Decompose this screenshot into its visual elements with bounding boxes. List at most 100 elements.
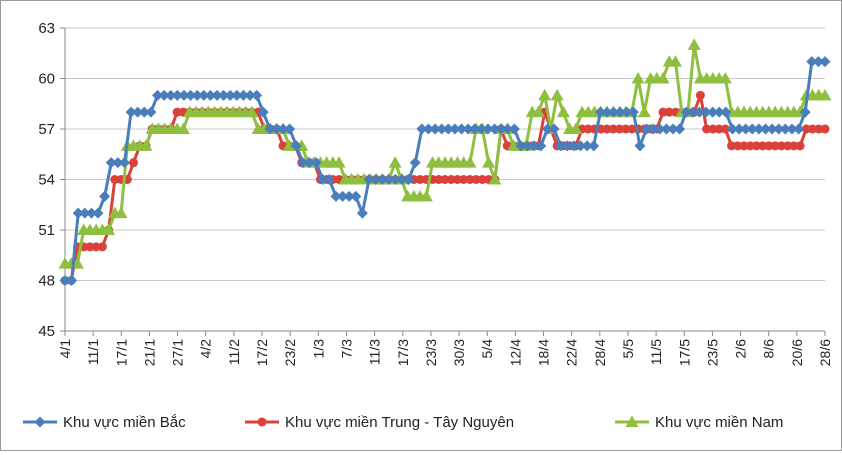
data-point-diamond [158,89,170,101]
data-point-circle [751,141,761,151]
data-point-circle [97,242,107,252]
x-tick-label: 8/6 [761,339,777,359]
data-point-diamond [112,157,124,169]
x-tick-label: 17/5 [676,339,692,366]
data-point-diamond [350,190,362,202]
data-point-diamond [277,123,289,135]
x-tick-label: 23/2 [282,339,298,366]
data-point-diamond [482,123,494,135]
data-point-diamond [574,140,586,152]
series-0 [59,56,831,286]
x-tick-label: 2/6 [733,339,749,359]
series-layer [58,38,832,286]
data-point-diamond [264,123,276,135]
data-point-diamond [436,123,448,135]
data-point-triangle [656,72,670,84]
data-point-diamond [297,157,309,169]
series-line-1 [65,93,825,282]
legend-item-2: Khu vực miền Nam [615,414,783,431]
data-point-diamond [641,123,653,135]
data-point-diamond [588,140,600,152]
data-point-diamond [713,106,725,118]
data-point-diamond [779,123,791,135]
x-tick-label: 23/3 [423,339,439,366]
data-point-circle [820,124,830,134]
data-point-diamond [608,106,620,118]
data-point-triangle [668,55,682,67]
data-point-circle [602,124,612,134]
data-point-triangle [538,88,552,101]
data-point-diamond [707,106,719,118]
legend-label: Khu vực miền Bắc [63,414,186,431]
data-point-diamond [812,56,824,68]
data-point-diamond [310,157,322,169]
data-point-diamond [211,89,223,101]
x-tick-label: 23/5 [704,339,720,366]
x-tick-label: 21/1 [141,339,157,366]
y-tick-label: 48 [38,273,55,290]
data-point-triangle [569,122,583,134]
y-tick-label: 45 [38,323,55,340]
data-point-diamond [693,106,705,118]
data-point-diamond [561,140,573,152]
data-point-diamond [79,207,91,219]
data-point-diamond [323,174,335,185]
data-point-circle [720,124,730,134]
grid-lines [65,27,825,281]
x-tick-label: 28/6 [817,339,833,366]
x-tick-label: 4/2 [198,339,214,359]
data-point-diamond [740,123,752,135]
data-point-triangle [687,38,701,50]
x-tick-label: 17/1 [113,339,129,366]
data-point-triangle [245,105,259,118]
x-tick-label: 11/2 [226,339,242,365]
data-point-diamond [601,106,613,118]
data-point-circle [477,175,487,184]
data-point-diamond [356,207,368,219]
data-point-diamond [687,106,699,118]
data-point-diamond [145,106,157,118]
data-point-diamond [627,106,639,118]
data-point-circle [627,124,637,134]
data-point-triangle [463,156,477,168]
data-point-diamond [251,89,263,101]
data-point-circle [714,124,724,134]
data-point-circle [459,175,469,184]
data-point-circle [770,141,780,151]
data-point-diamond [753,123,765,135]
data-point-diamond [700,106,712,118]
data-point-circle [583,124,593,134]
data-point-diamond [515,140,527,152]
data-point-triangle [556,105,570,118]
data-point-circle [739,141,749,151]
data-point-triangle [550,88,564,101]
data-point-circle [776,141,786,151]
data-point-diamond [495,123,507,135]
data-point-circle [814,124,824,134]
data-point-diamond [403,174,415,185]
data-point-triangle [114,206,128,219]
data-point-diamond [806,56,818,68]
x-tick-label: 5/4 [479,339,495,359]
data-point-circle [745,141,755,151]
x-tick-label: 20/6 [789,339,805,366]
data-point-diamond [667,123,679,135]
data-point-diamond [475,123,487,135]
y-tick-label: 51 [38,222,55,239]
data-point-diamond [581,140,593,152]
data-point-diamond [231,89,243,101]
data-point-diamond [528,140,540,152]
data-point-diamond [224,89,236,101]
data-point-diamond [198,89,210,101]
data-point-diamond [244,89,256,101]
data-point-triangle [102,223,116,235]
data-point-diamond [449,123,461,135]
legend-item-0: Khu vực miền Bắc [23,414,186,431]
x-tick-label: 27/1 [170,339,186,366]
data-point-diamond [462,123,474,135]
legend-item-1: Khu vực miền Trung - Tây Nguyên [245,414,514,431]
data-point-circle [658,107,668,117]
data-point-diamond [733,123,745,135]
data-point-diamond [489,123,501,135]
